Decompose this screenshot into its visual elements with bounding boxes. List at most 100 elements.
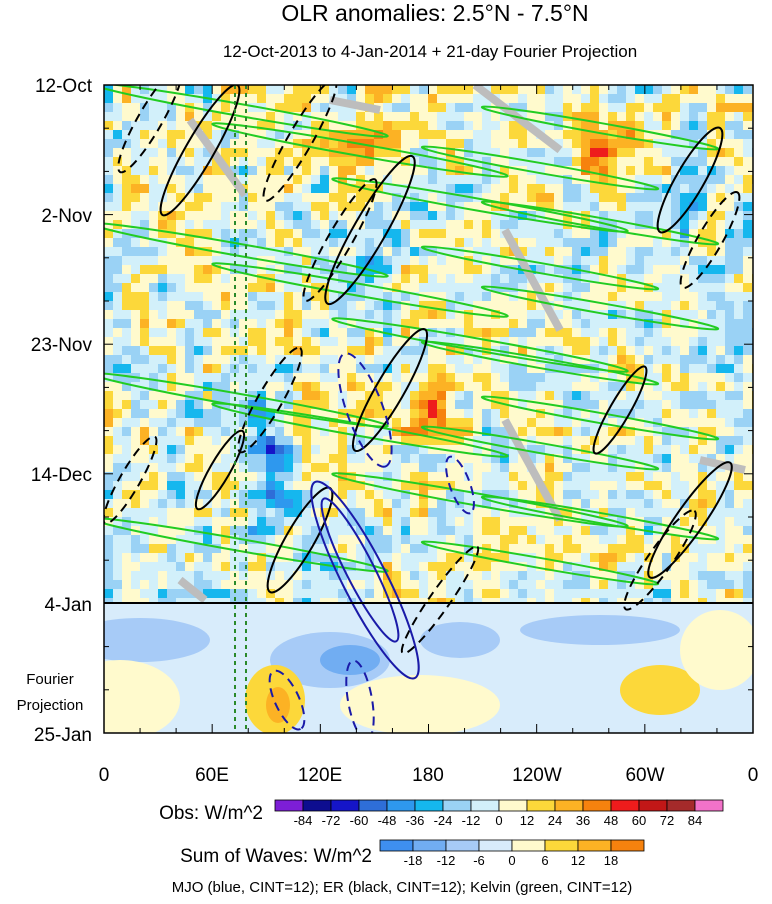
obs-cell (347, 166, 357, 176)
obs-cell (653, 292, 663, 302)
obs-cell (257, 400, 267, 410)
obs-cell (599, 184, 609, 194)
obs-cell (248, 409, 258, 419)
obs-cell (113, 337, 123, 347)
obs-cell (347, 130, 357, 140)
obs-cell (644, 553, 654, 563)
obs-cell (446, 553, 456, 563)
obs-cell (518, 418, 528, 428)
obs-cell (221, 193, 231, 203)
obs-cell (401, 400, 411, 410)
obs-cell (311, 391, 321, 401)
obs-cell (743, 571, 753, 581)
obs-cell (374, 310, 384, 320)
obs-cell (329, 202, 339, 212)
obs-cell (734, 139, 744, 149)
obs-cell (554, 310, 564, 320)
obs-cell (356, 247, 366, 257)
obs-cell (275, 382, 285, 392)
obs-cell (104, 562, 114, 572)
obs-cell (581, 580, 591, 590)
obs-cell (563, 193, 573, 203)
obs-cell (563, 571, 573, 581)
obs-cell (743, 391, 753, 401)
obs-cell (257, 391, 267, 401)
obs-cell (653, 148, 663, 158)
obs-cell (122, 355, 132, 365)
obs-cell (599, 229, 609, 239)
obs-cell (257, 499, 267, 509)
obs-cell (356, 589, 366, 599)
obs-cell (140, 211, 150, 221)
obs-cell (383, 382, 393, 392)
obs-cell (113, 202, 123, 212)
obs-cell (266, 337, 276, 347)
obs-cell (176, 193, 186, 203)
obs-cell (212, 544, 222, 554)
obs-cell (248, 571, 258, 581)
obs-cell (131, 400, 141, 410)
obs-cell (104, 319, 114, 329)
obs-cell (104, 211, 114, 221)
obs-cell (707, 517, 717, 527)
obs-cell (401, 292, 411, 302)
obs-cell (590, 139, 600, 149)
obs-cell (536, 562, 546, 572)
obs-cell (635, 580, 645, 590)
obs-cell (113, 490, 123, 500)
obs-cell (635, 445, 645, 455)
plot-area (104, 85, 753, 733)
obs-cell (500, 580, 510, 590)
obs-cell (401, 346, 411, 356)
obs-cell (320, 346, 330, 356)
obs-cell (194, 436, 204, 446)
obs-cell (347, 148, 357, 158)
obs-cell (239, 337, 249, 347)
obs-cell (527, 454, 537, 464)
obs-cell (509, 409, 519, 419)
obs-cell (122, 274, 132, 284)
obs-cell (662, 454, 672, 464)
obs-cell (626, 535, 636, 545)
obs-cell (275, 571, 285, 581)
obs-cell (212, 265, 222, 275)
obs-cell (203, 526, 213, 536)
obs-colorbar-swatch (442, 799, 472, 812)
obs-cell (203, 589, 213, 599)
obs-cell (653, 328, 663, 338)
obs-cell (266, 427, 276, 437)
obs-cell (707, 319, 717, 329)
obs-cell (311, 139, 321, 149)
obs-cell (365, 355, 375, 365)
obs-cell (653, 355, 663, 365)
obs-cell (203, 319, 213, 329)
obs-cell (230, 166, 240, 176)
obs-cell (554, 490, 564, 500)
obs-cell (428, 256, 438, 266)
obs-cell (707, 436, 717, 446)
obs-cell (131, 445, 141, 455)
obs-cell (509, 490, 519, 500)
obs-cell (131, 328, 141, 338)
obs-cell (203, 400, 213, 410)
obs-cell (428, 472, 438, 482)
obs-cell (518, 157, 528, 167)
obs-cell (401, 562, 411, 572)
obs-cell (725, 256, 735, 266)
obs-cell (131, 175, 141, 185)
obs-cell (266, 85, 276, 95)
obs-cell (194, 193, 204, 203)
obs-cell (653, 562, 663, 572)
obs-cell (212, 535, 222, 545)
obs-cell (590, 157, 600, 167)
obs-cell (698, 157, 708, 167)
obs-cell (257, 580, 267, 590)
obs-cell (680, 517, 690, 527)
obs-cell (248, 589, 258, 599)
obs-cell (419, 229, 429, 239)
obs-cell (248, 580, 258, 590)
obs-cell (383, 526, 393, 536)
obs-cell (563, 121, 573, 131)
obs-cell (122, 508, 132, 518)
obs-cell (104, 229, 114, 239)
